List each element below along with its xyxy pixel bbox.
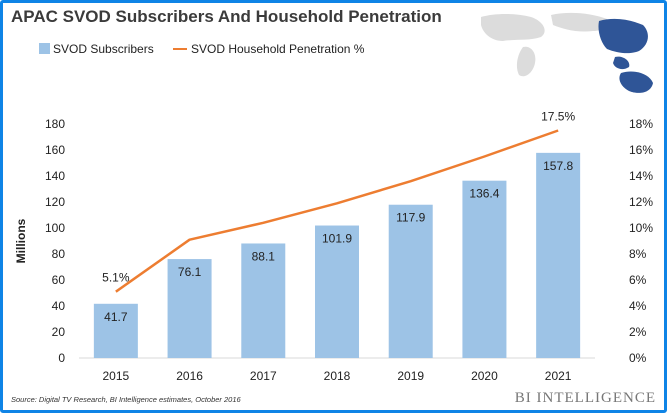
bar-value-label: 157.8 [543,159,573,173]
y-tick-label: 80 [52,247,66,261]
world-map-asia [598,18,648,70]
x-tick-label: 2021 [545,369,572,383]
bar-2016 [167,259,212,358]
y2-tick-label: 8% [629,247,647,261]
chart-title: APAC SVOD Subscribers And Household Pene… [11,7,442,26]
y-tick-label: 0 [58,351,65,365]
data-labels: 41.7 76.1 88.1 101.9 117.9 136.4 157.8 5.1% 17.5… [102,110,575,324]
world-map-land [481,12,609,77]
y2-tick-label: 0% [629,351,647,365]
x-tick-label: 2016 [176,369,203,383]
y-tick-label: 60 [52,273,66,287]
bar-2015 [93,303,138,358]
y-tick-label: 20 [52,325,66,339]
bar-2018 [315,225,359,358]
x-tick-label: 2020 [471,369,498,383]
world-map-oceania [619,71,653,93]
y2-tick-label: 10% [629,221,653,235]
line-series [115,129,559,293]
world-map [481,12,653,93]
y2-tick-label: 12% [629,195,653,209]
chart-axes: 0 20 40 60 80 100 120 140 160 180 0% 2% 4% 6% 8% 10% 12%… [14,117,653,383]
bar-value-label: 76.1 [178,265,202,279]
bar-value-label: 101.9 [322,232,352,246]
line-value-label: 17.5% [541,110,575,124]
legend-swatch-bar [39,43,50,54]
y-tick-label: 40 [52,299,66,313]
bar-value-label: 136.4 [469,187,499,201]
bar-value-label: 117.9 [396,211,425,225]
bar-value-label: 88.1 [252,249,276,263]
legend-label-subscribers: SVOD Subscribers [53,42,154,56]
y2-tick-label: 18% [629,117,653,131]
y-tick-label: 180 [45,117,65,131]
bar-2020 [462,180,507,358]
legend-swatch-line [173,48,187,50]
chart-svg: 0 20 40 60 80 100 120 140 160 180 0% 2% 4% 6% 8% 10% 12%… [14,12,653,383]
y2-tick-label: 2% [629,325,647,339]
line-value-label: 5.1% [102,271,130,285]
legend-label-penetration: SVOD Household Penetration % [191,42,365,56]
bar-series [93,152,581,358]
y2-tick-label: 16% [629,143,653,157]
bar-2019 [388,204,433,358]
x-tick-label: 2019 [397,369,424,383]
y2-tick-label: 4% [629,299,647,313]
legend-item-penetration: SVOD Household Penetration % [173,42,364,56]
y-tick-label: 120 [45,195,65,209]
bar-2017 [241,243,286,358]
x-tick-label: 2015 [103,369,130,383]
y-tick-label: 160 [45,143,65,157]
x-tick-label: 2018 [324,369,351,383]
x-tick-label: 2017 [250,369,277,383]
source-note: Source: Digital TV Research, BI Intellig… [11,395,241,404]
y-tick-label: 100 [45,221,65,235]
y-tick-label: 140 [45,169,65,183]
y-axis-title: Millions [14,218,28,263]
y2-tick-label: 6% [629,273,647,287]
legend-item-subscribers: SVOD Subscribers [39,42,154,56]
y2-tick-label: 14% [629,169,653,183]
bar-2021 [536,152,581,358]
bar-value-label: 41.7 [104,310,128,324]
brand-logo: BI INTELLIGENCE [514,390,656,406]
